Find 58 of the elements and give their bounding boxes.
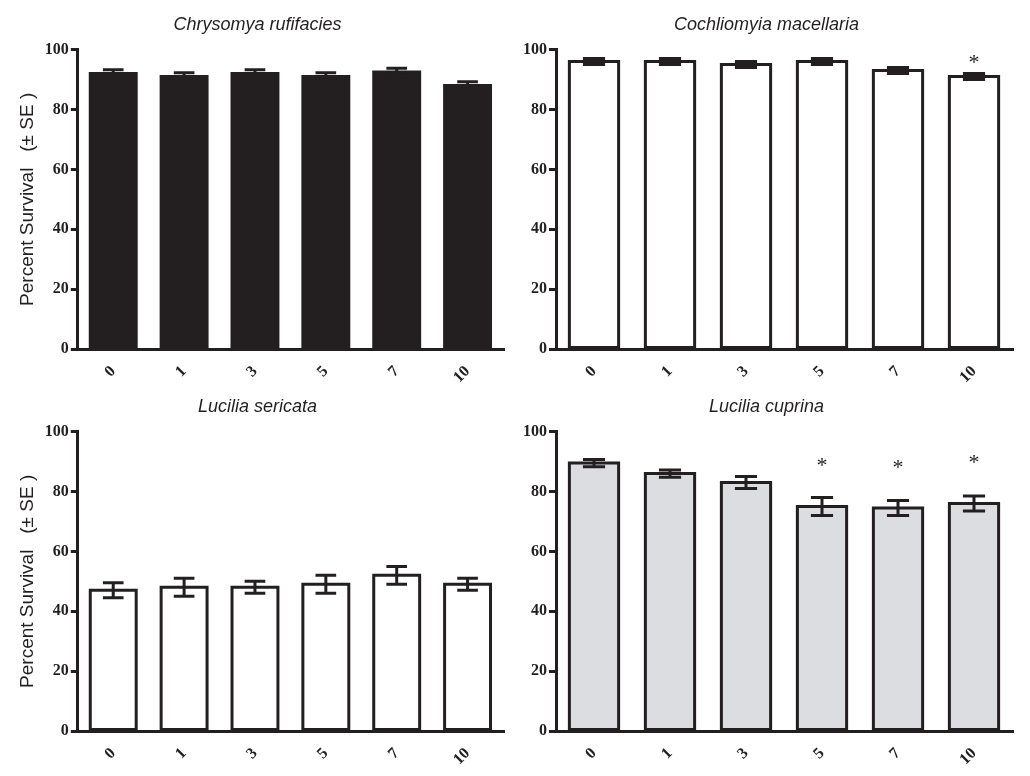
y-tick-label: 0 [60, 339, 69, 357]
chart-title: Cochliomyia macellaria [673, 13, 860, 34]
x-tick-label: 10 [955, 743, 980, 768]
y-tick-label: 60 [531, 541, 547, 559]
chart-title: Chrysomya rufifacies [173, 13, 342, 34]
y-tick-label: 20 [531, 661, 547, 679]
y-tick-label: 20 [52, 279, 69, 297]
x-tick-label: 7 [384, 743, 402, 762]
y-tick-label: 40 [531, 219, 547, 237]
x-tick-label: 5 [809, 743, 828, 762]
x-tick-label: 10 [955, 361, 980, 386]
x-tick-label: 7 [885, 743, 904, 762]
y-tick-label: 60 [52, 541, 69, 559]
x-tick-label: 0 [581, 361, 600, 380]
x-tick-label: 5 [313, 743, 331, 762]
x-tick-label: 1 [171, 361, 190, 380]
annotation: * [968, 449, 980, 475]
x-tick-label: 7 [384, 361, 402, 380]
x-tick-label: 0 [100, 743, 119, 762]
annotation: * [968, 49, 980, 75]
y-tick-label: 0 [60, 721, 69, 739]
y-tick-label: 40 [52, 219, 69, 237]
y-axis-title: Percent Survival (± SE ) [15, 92, 37, 306]
y-tick-label: 20 [531, 279, 547, 297]
y-tick-label: 100 [44, 421, 69, 439]
y-tick-label: 100 [523, 39, 547, 57]
chart-title: Lucilia sericata [197, 395, 318, 416]
x-tick-label: 3 [733, 743, 752, 762]
y-tick-label: 80 [52, 481, 69, 499]
y-tick-label: 40 [531, 601, 547, 619]
y-tick-label: 100 [44, 39, 69, 57]
annotation: * [892, 453, 904, 479]
y-tick-label: 0 [539, 339, 547, 357]
y-tick-label: 20 [52, 661, 69, 679]
x-tick-label: 1 [657, 361, 676, 380]
annotation: * [816, 452, 828, 478]
x-tick-label: 10 [449, 361, 473, 386]
y-axis-title: Percent Survival (± SE ) [15, 474, 37, 688]
x-tick-label: 10 [449, 743, 473, 768]
y-tick-label: 80 [531, 99, 547, 117]
y-tick-label: 0 [539, 721, 547, 739]
chart-title: Lucilia cuprina [708, 395, 825, 416]
x-tick-label: 1 [171, 743, 190, 762]
x-tick-label: 3 [242, 743, 261, 762]
x-tick-label: 3 [242, 361, 261, 380]
y-tick-label: 60 [531, 159, 547, 177]
x-tick-label: 7 [885, 361, 904, 380]
x-tick-label: 0 [581, 743, 600, 762]
y-tick-label: 40 [52, 601, 69, 619]
y-tick-label: 60 [52, 159, 69, 177]
x-tick-label: 1 [657, 743, 676, 762]
x-tick-label: 5 [809, 361, 828, 380]
x-tick-label: 3 [733, 361, 752, 380]
y-tick-label: 80 [52, 99, 69, 117]
y-tick-label: 80 [531, 481, 547, 499]
x-tick-label: 0 [100, 361, 119, 380]
y-tick-label: 100 [523, 421, 547, 439]
x-tick-label: 5 [313, 361, 331, 380]
